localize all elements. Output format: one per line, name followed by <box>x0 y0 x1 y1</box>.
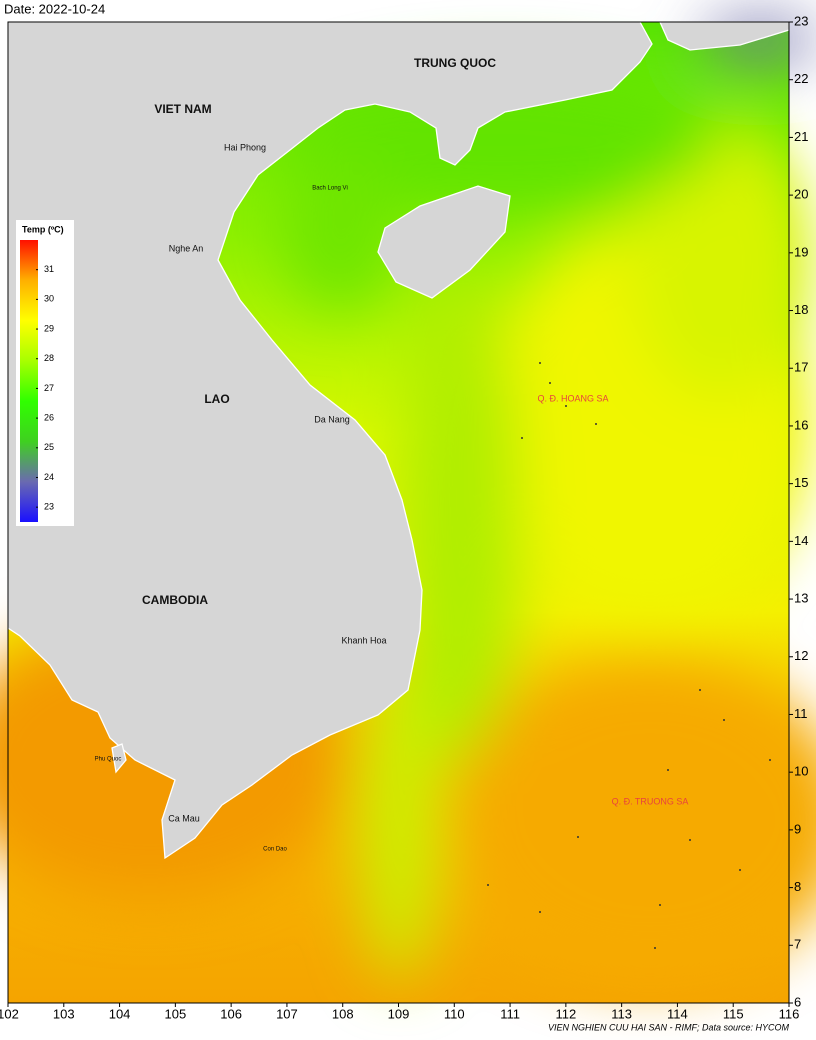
colorbar-ramp <box>20 240 38 522</box>
x-tick-label: 104 <box>109 1006 131 1021</box>
y-tick-label: 21 <box>794 129 808 144</box>
place-label: Nghe An <box>169 243 204 253</box>
colorbar-tick-label: 23 <box>44 502 54 512</box>
y-tick-label: 18 <box>794 302 808 317</box>
colorbar-title: Temp (ºC) <box>22 224 64 234</box>
credit: VIEN NGHIEN CUU HAI SAN - RIMF; Data sou… <box>548 1022 790 1032</box>
island-label: Q. Đ. HOANG SA <box>537 393 608 403</box>
x-tick-label: 110 <box>444 1006 465 1021</box>
y-tick-label: 15 <box>794 475 808 490</box>
y-tick-label: 9 <box>794 821 801 836</box>
country-label: LAO <box>204 392 229 406</box>
y-tick-label: 12 <box>794 648 808 663</box>
country-label: TRUNG QUOC <box>414 56 496 70</box>
map-area: TRUNG QUOC VIET NAM LAO CAMBODIA Hai Pho… <box>0 20 816 1004</box>
colorbar-tick-label: 28 <box>44 353 54 363</box>
colorbar-tick-label: 26 <box>44 412 54 422</box>
y-tick-label: 11 <box>794 706 808 721</box>
x-tick-label: 108 <box>332 1006 354 1021</box>
y-tick-label: 19 <box>794 244 808 259</box>
place-label: Hai Phong <box>224 142 266 152</box>
y-tick-label: 17 <box>794 360 808 375</box>
island-label: Q. Đ. TRUONG SA <box>612 796 689 806</box>
x-tick-label: 114 <box>667 1006 688 1021</box>
place-label: Da Nang <box>314 414 350 424</box>
x-tick-label: 107 <box>276 1006 298 1021</box>
x-tick-label: 106 <box>220 1006 242 1021</box>
y-tick-label: 22 <box>794 71 808 86</box>
mainland <box>7 21 653 860</box>
x-tick-label: 105 <box>165 1006 187 1021</box>
colorbar-tick-label: 25 <box>44 442 54 452</box>
x-tick-label: 111 <box>500 1006 520 1021</box>
y-tick-label: 13 <box>794 590 808 605</box>
colorbar-tick-label: 29 <box>44 323 54 333</box>
x-tick-label: 109 <box>388 1006 410 1021</box>
colorbar-tick-label: 24 <box>44 472 54 482</box>
x-tick-label: 112 <box>555 1006 576 1021</box>
place-label: Phu Quoc <box>95 757 122 763</box>
country-label: VIET NAM <box>154 102 211 116</box>
y-tick-label: 7 <box>794 937 801 952</box>
y-tick-label: 8 <box>794 879 801 894</box>
date: Date: 2022-10-24 <box>4 1 105 16</box>
x-tick-label: 116 <box>779 1006 800 1021</box>
x-tick-label: 102 <box>0 1006 19 1021</box>
y-tick-label: 6 <box>794 994 801 1009</box>
place-label: Khanh Hoa <box>341 635 386 645</box>
place-label: Bach Long Vi <box>312 186 348 192</box>
x-tick-label: 113 <box>611 1006 632 1021</box>
x-tick-label: 103 <box>53 1006 75 1021</box>
colorbar: Temp (ºC) 23 24 25 26 27 28 29 30 31 <box>16 220 74 526</box>
colorbar-tick-label: 27 <box>44 383 54 393</box>
colorbar-tick-label: 30 <box>44 294 54 304</box>
island-dots <box>487 362 771 949</box>
hainan <box>377 185 511 299</box>
colorbar-tick-label: 31 <box>44 264 54 274</box>
country-label: CAMBODIA <box>142 593 208 607</box>
place-label: Ca Mau <box>168 813 200 823</box>
phu-quoc <box>111 743 127 774</box>
place-label: Con Dao <box>263 847 287 853</box>
y-tick-label: 23 <box>794 13 808 28</box>
y-tick-label: 16 <box>794 417 808 432</box>
y-tick-label: 10 <box>794 764 808 779</box>
y-tick-label: 20 <box>794 187 808 202</box>
x-tick-label: 115 <box>723 1006 744 1021</box>
y-tick-label: 14 <box>794 533 808 548</box>
